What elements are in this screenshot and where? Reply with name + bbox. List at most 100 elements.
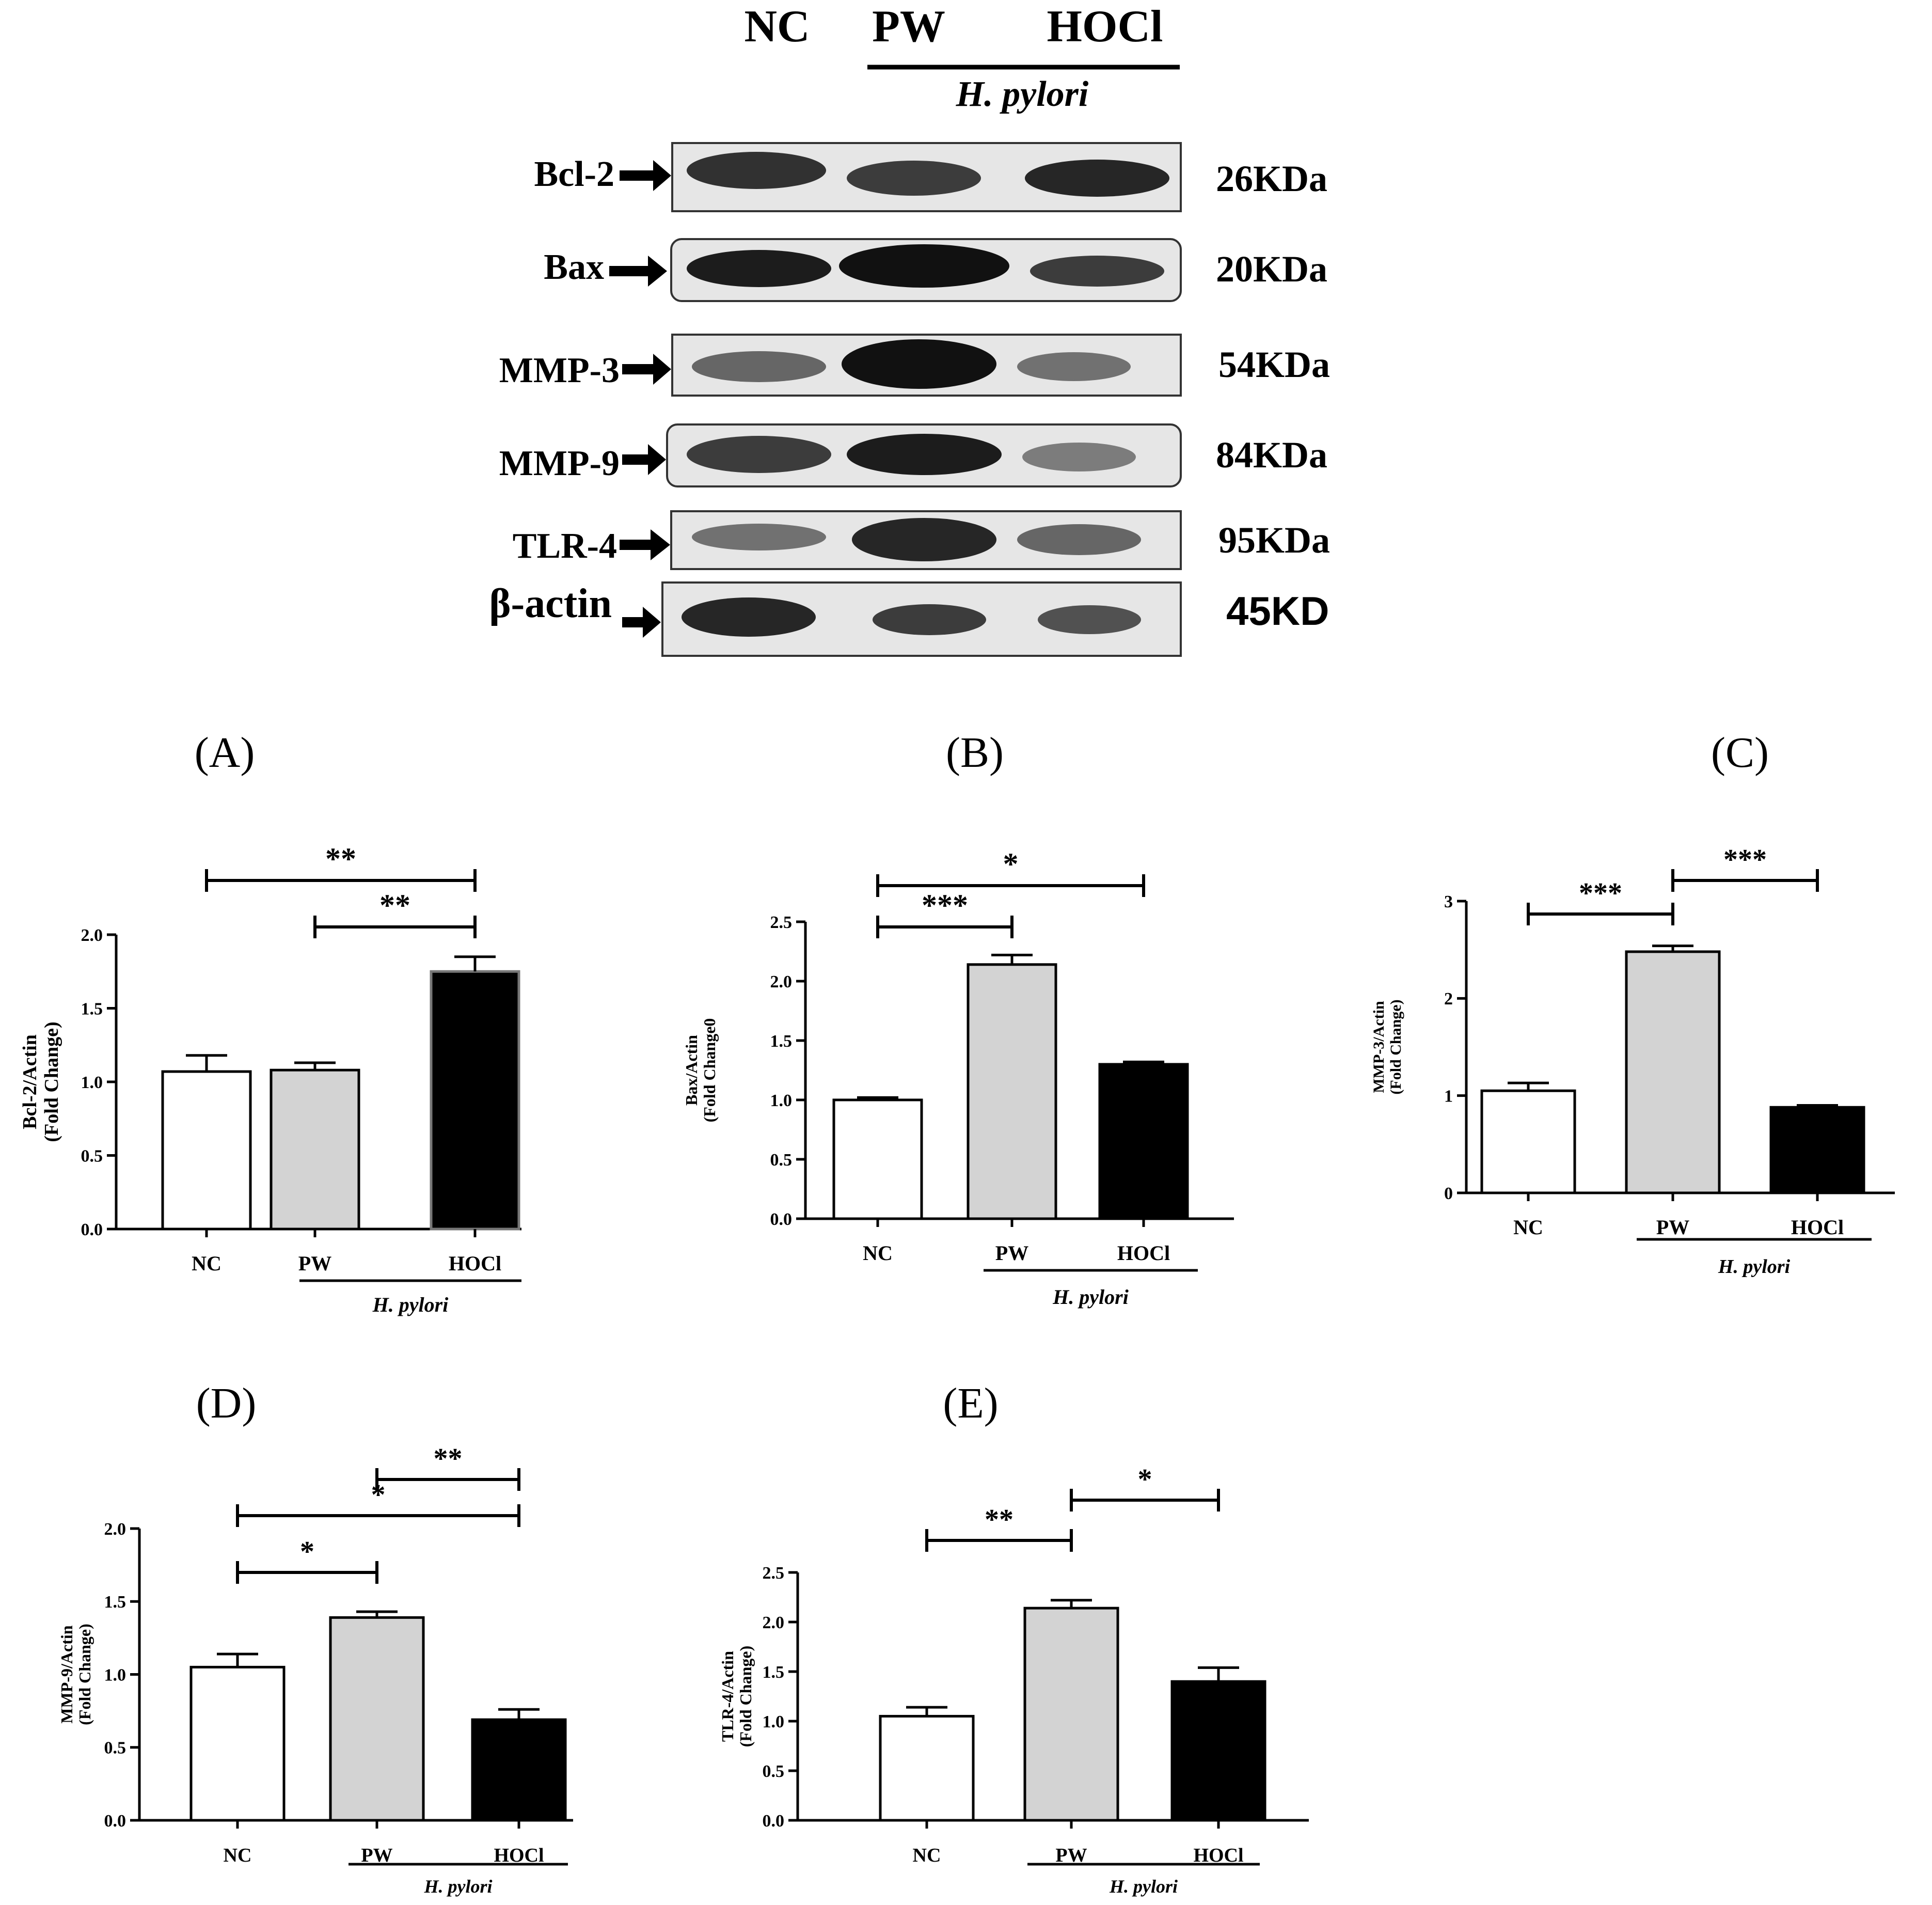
x-tick-label: PW	[995, 1241, 1028, 1265]
y-tick-label: 1.5	[770, 1032, 793, 1051]
x-tick-label: NC	[1513, 1216, 1543, 1239]
blot-protein-label: Bax	[544, 247, 604, 287]
bar	[879, 1714, 975, 1822]
chart-panel-d: (D) 0.0 0.5 1.0 1.5 2.0 MMP-9/Actin (Fold Chang…	[57, 1379, 573, 1897]
significance-label: **	[434, 1443, 463, 1475]
significance-label: *	[1138, 1463, 1152, 1495]
y-tick-label: 1.0	[763, 1712, 785, 1731]
blot-row-mmp3: MMP-3 54KDa	[499, 334, 1330, 397]
arrow-icon	[622, 354, 671, 385]
blot-band	[852, 518, 996, 561]
y-tick-label: 2.0	[763, 1613, 785, 1632]
blot-band	[687, 250, 831, 287]
y-tick-label: 2.5	[763, 1564, 785, 1583]
x-tick-label: NC	[192, 1252, 221, 1275]
y-axis-label: MMP-3/Actin	[1370, 1001, 1387, 1093]
y-axis-label: MMP-9/Actin	[57, 1625, 76, 1723]
x-tick-label: HOCl	[494, 1845, 544, 1866]
y-tick-label: 0.0	[770, 1210, 793, 1229]
y-axis-label: (Fold Change)	[75, 1624, 94, 1725]
lane-label-hocl: HOCl	[1047, 2, 1163, 52]
y-axis-label: Bcl-2/Actin	[19, 1034, 41, 1129]
y-tick-label: 0	[1444, 1184, 1453, 1203]
blot-band	[692, 524, 826, 550]
y-tick-label: 0.0	[104, 1812, 126, 1831]
y-tick-label: 1.5	[763, 1663, 785, 1682]
group-label: H. pylori	[1718, 1256, 1791, 1278]
blot-band	[687, 152, 826, 189]
group-label: H. pylori	[424, 1876, 493, 1897]
y-tick-label: 1	[1444, 1087, 1453, 1106]
western-blot: NC PW HOCl H. pylori Bcl-2 26KDa Bax 20K…	[489, 2, 1330, 657]
group-label: H. pylori	[372, 1293, 449, 1316]
y-tick-label: 1.0	[104, 1665, 126, 1684]
blot-size-label: 45KD	[1226, 588, 1329, 634]
y-tick-label: 0.5	[770, 1151, 793, 1170]
blot-protein-label: Bcl-2	[534, 154, 614, 194]
blot-band	[1022, 443, 1136, 471]
blot-band	[873, 604, 986, 635]
blot-band	[1017, 352, 1131, 381]
significance-label: ***	[922, 888, 968, 922]
bar	[832, 1098, 923, 1220]
blot-protein-label: MMP-3	[499, 351, 620, 390]
significance-label: *	[1003, 847, 1019, 881]
bar	[1023, 1607, 1119, 1822]
significance-label: *	[371, 1479, 386, 1511]
blot-group-label: H. pylori	[956, 74, 1089, 114]
blot-band	[847, 434, 1002, 475]
y-tick-label: 0.5	[81, 1146, 103, 1166]
blot-band	[842, 339, 996, 389]
bar	[189, 1665, 286, 1822]
y-tick-label: 2.0	[81, 926, 103, 945]
panel-title: (E)	[943, 1379, 998, 1427]
bar	[1170, 1680, 1266, 1822]
y-axis-label: (Fold Change)	[1387, 999, 1404, 1094]
blot-row-actin: β-actin 45KD	[489, 581, 1329, 657]
y-tick-label: 0.5	[104, 1739, 126, 1758]
blot-size-label: 95KDa	[1218, 519, 1330, 561]
blot-row-mmp9: MMP-9 84KDa	[499, 423, 1327, 487]
blot-band	[839, 244, 1009, 288]
panel-title: (A)	[195, 729, 255, 777]
lane-label-nc: NC	[744, 2, 810, 52]
x-tick-label: PW	[298, 1252, 331, 1275]
y-tick-label: 3	[1444, 892, 1453, 911]
blot-size-label: 54KDa	[1218, 344, 1330, 385]
arrow-icon	[620, 160, 671, 191]
panel-title: (B)	[946, 729, 1004, 777]
blot-band	[687, 436, 831, 473]
x-tick-label: HOCl	[1791, 1216, 1844, 1239]
blot-band	[847, 161, 981, 196]
x-tick-label: HOCl	[1117, 1241, 1170, 1265]
blot-protein-label: TLR-4	[513, 526, 617, 566]
arrow-icon	[609, 256, 667, 287]
blot-size-label: 84KDa	[1216, 434, 1327, 476]
y-tick-label: 1.0	[770, 1091, 793, 1110]
x-tick-label: HOCl	[1193, 1845, 1243, 1866]
blot-band	[692, 351, 826, 382]
significance-label: *	[300, 1536, 314, 1568]
chart-panel-a: (A) 0.0 0.5 1.0 1.5 2.0 Bcl-2/Actin (Fold Chang…	[19, 729, 521, 1316]
y-tick-label: 1.5	[104, 1593, 126, 1612]
arrow-icon	[620, 529, 670, 560]
chart-panel-c: (C) 0 1 2 3 MMP-3/Actin (Fold Change) NC PW HOClH…	[1370, 729, 1895, 1278]
y-tick-label: 2.0	[770, 972, 793, 991]
significance-label: ***	[1723, 844, 1767, 876]
y-axis-label: (Fold Change)	[736, 1646, 755, 1747]
y-tick-label: 1.0	[81, 1073, 103, 1092]
y-tick-label: 1.5	[81, 999, 103, 1018]
bar	[329, 1616, 425, 1822]
x-tick-label: PW	[1656, 1216, 1689, 1239]
blot-protein-label: MMP-9	[499, 444, 620, 483]
x-tick-label: PW	[1055, 1845, 1087, 1866]
blot-band	[682, 597, 816, 637]
x-tick-label: HOCl	[449, 1252, 501, 1275]
chart-panel-b: (B) 0.0 0.5 1.0 1.5 2.0 2.5 Bax/Actin (Fold Chan…	[682, 729, 1234, 1309]
significance-label: ***	[1579, 877, 1622, 909]
significance-label: **	[325, 842, 356, 876]
y-axis-label: (Fold Change0	[700, 1018, 719, 1123]
chart-panel-e: (E) 0.0 0.5 1.0 1.5 2.0 2.5 TLR-4/Actin (Fold Ch…	[718, 1379, 1309, 1897]
blot-row-bax: Bax 20KDa	[544, 238, 1327, 302]
